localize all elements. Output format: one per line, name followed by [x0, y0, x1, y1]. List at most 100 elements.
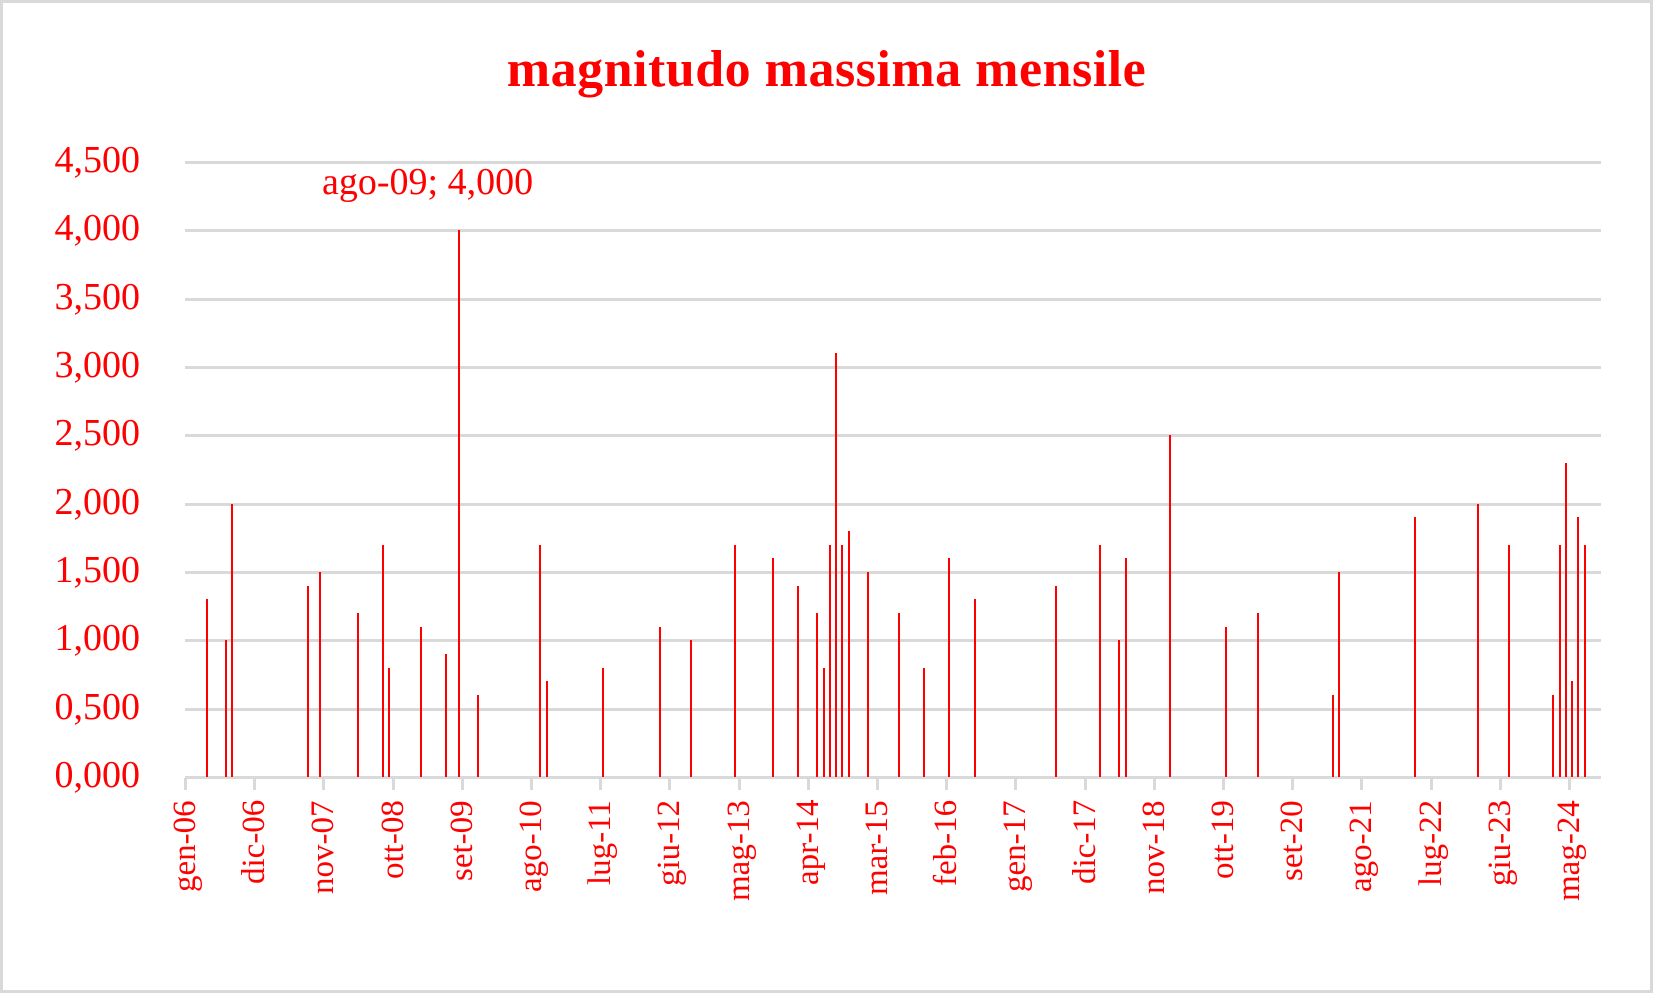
- x-tick-label: mar-15: [859, 800, 895, 895]
- bar-set-08: [388, 667, 391, 777]
- bar-mag-24: [1571, 681, 1574, 777]
- y-tick-label: 1,000: [54, 617, 141, 660]
- bar-apr-08: [357, 613, 359, 777]
- bar-feb-14: [797, 585, 800, 777]
- x-tick: [391, 778, 395, 790]
- gridline: [185, 502, 1601, 506]
- x-tick: [530, 778, 533, 790]
- bar-ago-09: [457, 230, 460, 777]
- x-tick: [1014, 778, 1018, 790]
- y-tick-label: 0,000: [54, 754, 141, 796]
- x-axis-line: [185, 776, 1601, 779]
- x-tick-label: dic-17: [1066, 799, 1103, 884]
- bar-giu-14: [822, 667, 825, 777]
- bar-ago-08: [382, 544, 385, 777]
- bar-lug-24: [1583, 544, 1586, 777]
- bar-lug-23: [1508, 544, 1511, 777]
- bar-mag-14: [816, 613, 819, 777]
- x-tick-label: nov-07: [305, 800, 342, 895]
- bar-feb-09: [419, 626, 422, 777]
- x-tick-label: mag-13: [720, 800, 757, 901]
- bar-ott-15: [923, 667, 926, 777]
- x-tick: [668, 778, 672, 790]
- bar-lug-17: [1055, 585, 1058, 777]
- x-tick: [322, 778, 326, 790]
- gridline: [185, 161, 1601, 164]
- bar-ott-07: [319, 572, 322, 777]
- bar-ago-07: [306, 585, 309, 777]
- x-tick: [1568, 778, 1572, 790]
- x-tick-label: set-09: [443, 800, 480, 881]
- bar-giu-09: [445, 654, 448, 777]
- bar-apr-21: [1338, 572, 1341, 777]
- x-tick: [1152, 778, 1156, 790]
- bar-feb-18: [1099, 544, 1102, 777]
- x-tick: [184, 778, 187, 790]
- x-tick: [1498, 778, 1502, 790]
- gridline: [185, 434, 1601, 438]
- data-label-annotation: ago-09; 4,000: [322, 161, 534, 203]
- bar-apr-13: [734, 544, 737, 777]
- bar-lug-11: [602, 667, 605, 777]
- gridline: [185, 229, 1601, 233]
- bar-ago-14: [835, 353, 838, 777]
- chart-title: magnitudo massima mensile: [506, 41, 1147, 98]
- x-tick-label: giu-23: [1481, 799, 1518, 886]
- x-tick-label: ago-21: [1343, 800, 1380, 892]
- bar-feb-16: [948, 558, 951, 777]
- y-tick-label: 3,500: [54, 275, 141, 318]
- bar-giu-24: [1577, 517, 1580, 777]
- bar-ott-14: [847, 531, 850, 777]
- bar-ott-13: [772, 558, 775, 777]
- x-tick: [599, 778, 603, 790]
- x-tick: [1222, 778, 1225, 790]
- x-tick: [1083, 778, 1087, 790]
- bar-apr-22: [1413, 517, 1416, 777]
- bar-set-12: [690, 640, 693, 777]
- x-tick: [1291, 778, 1295, 790]
- x-tick-label: lug-22: [1412, 799, 1449, 886]
- y-tick-label: 0,500: [54, 685, 141, 728]
- gridline: [185, 707, 1601, 711]
- bar-feb-23: [1476, 503, 1479, 777]
- bar-mar-21: [1332, 695, 1335, 777]
- y-tick-label: 2,500: [54, 412, 141, 455]
- y-tick-label: 4,500: [54, 139, 141, 181]
- y-tick-label: 4,000: [54, 207, 141, 250]
- bar-giu-18: [1124, 558, 1127, 777]
- x-tick: [253, 778, 257, 790]
- bar-apr-06: [206, 599, 209, 777]
- gridline: [185, 639, 1601, 643]
- x-tick-label: ago-10: [513, 800, 549, 892]
- gridline: [185, 571, 1601, 574]
- bar-ago-06: [231, 503, 234, 777]
- bar-gen-19: [1168, 435, 1171, 777]
- x-tick-label: ott-08: [374, 800, 411, 879]
- y-tick-label: 2,000: [54, 480, 141, 523]
- bar-mar-24: [1558, 544, 1561, 777]
- gridline: [185, 297, 1601, 301]
- x-tick: [737, 778, 741, 790]
- x-tick-label: nov-18: [1135, 800, 1172, 895]
- bar-giu-15: [898, 613, 901, 777]
- bar-gen-15: [866, 572, 869, 777]
- y-tick-label: 1,500: [54, 549, 141, 591]
- x-tick-label: set-20: [1274, 800, 1311, 881]
- x-tick: [460, 778, 464, 790]
- x-tick-label: ott-19: [1205, 800, 1241, 879]
- bar-giu-16: [973, 599, 976, 777]
- bar-set-10: [539, 544, 542, 777]
- y-tick-label: 3,000: [54, 344, 141, 386]
- x-tick-label: gen-06: [167, 800, 203, 892]
- bar-apr-12: [658, 626, 661, 777]
- x-tick: [1360, 778, 1364, 790]
- bar-nov-09: [476, 695, 479, 777]
- bar-ott-19: [1225, 626, 1228, 777]
- x-tick-label: apr-14: [789, 799, 826, 885]
- gridline: [185, 366, 1601, 369]
- x-tick-label: feb-16: [928, 799, 965, 886]
- bar-apr-24: [1564, 462, 1567, 777]
- x-tick-label: gen-17: [997, 800, 1034, 892]
